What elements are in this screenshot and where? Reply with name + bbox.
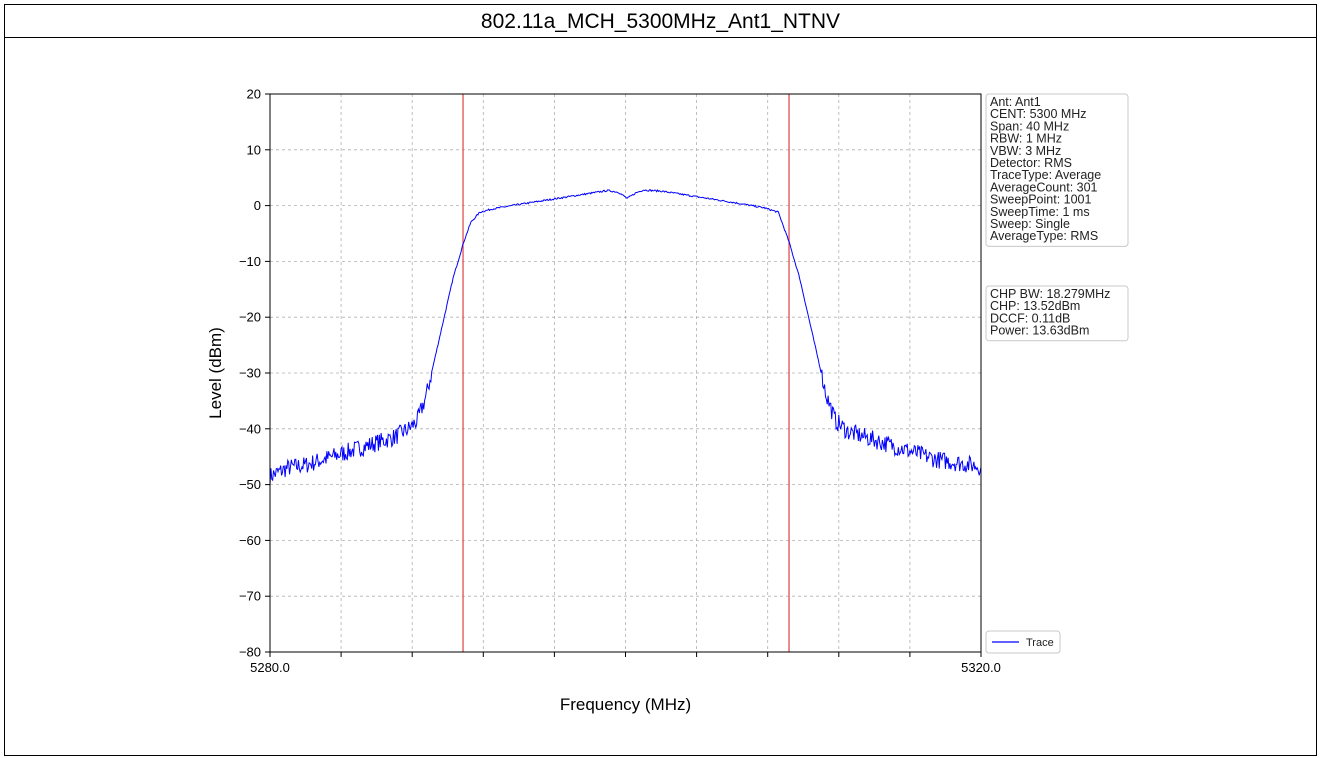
- results-line: CHP: 13.52dBm: [990, 299, 1080, 313]
- grid: [270, 94, 981, 652]
- legend: Trace: [985, 630, 1061, 654]
- settings-line: Detector: RMS: [990, 156, 1072, 170]
- settings-line: Span: 40 MHz: [990, 119, 1069, 133]
- x-tick-label: 5320.0: [961, 660, 1001, 675]
- results-line: CHP BW: 18.279MHz: [990, 287, 1110, 301]
- settings-line: SweepTime: 1 ms: [990, 205, 1090, 219]
- y-tick-label: 10: [247, 142, 261, 157]
- settings-line: SweepPoint: 1001: [990, 193, 1092, 207]
- settings-line: AverageCount: 301: [990, 180, 1098, 194]
- results-line: DCCF: 0.11dB: [990, 311, 1070, 325]
- y-tick-label: −70: [239, 589, 261, 604]
- trace-line: [269, 189, 982, 486]
- page-title: 802.11a_MCH_5300MHz_Ant1_NTNV: [5, 5, 1316, 38]
- legend-label: Trace: [1026, 637, 1054, 649]
- results-line: Power: 13.63dBm: [990, 324, 1089, 338]
- settings-line: AverageType: RMS: [990, 229, 1098, 243]
- y-axis-label: Level (dBm): [206, 327, 225, 419]
- y-tick-label: −60: [239, 533, 261, 548]
- y-tick-label: −20: [239, 310, 261, 325]
- y-tick-label: −10: [239, 254, 261, 269]
- report-frame: 802.11a_MCH_5300MHz_Ant1_NTNV: [4, 4, 1317, 756]
- y-tick-label: 20: [247, 87, 261, 102]
- channel-markers: [462, 94, 790, 652]
- settings-line: Sweep: Single: [990, 217, 1070, 231]
- results-box-frame: [985, 285, 1129, 342]
- settings-line: RBW: 1 MHz: [990, 132, 1062, 146]
- settings-box-frame: [985, 93, 1129, 247]
- settings-line: Ant: Ant1: [990, 95, 1041, 109]
- axes: 5280.0 5320.0 20 10 0 −10 −20 −30 −40 −50 −60 −70 −8…: [239, 87, 1001, 676]
- trace-layer: [269, 189, 982, 486]
- y-tick-label: −80: [239, 645, 261, 660]
- settings-line: CENT: 5300 MHz: [990, 107, 1087, 121]
- x-tick-label: 5280.0: [250, 660, 290, 675]
- y-tick-label: −40: [239, 421, 261, 436]
- settings-line: VBW: 3 MHz: [990, 144, 1061, 158]
- y-tick-label: 0: [254, 198, 261, 213]
- y-tick-label: −30: [239, 366, 261, 381]
- x-axis-label: Frequency (MHz): [560, 695, 691, 714]
- legend-frame: [985, 630, 1061, 654]
- y-tick-label: −50: [239, 477, 261, 492]
- settings-line: TraceType: Average: [990, 168, 1101, 182]
